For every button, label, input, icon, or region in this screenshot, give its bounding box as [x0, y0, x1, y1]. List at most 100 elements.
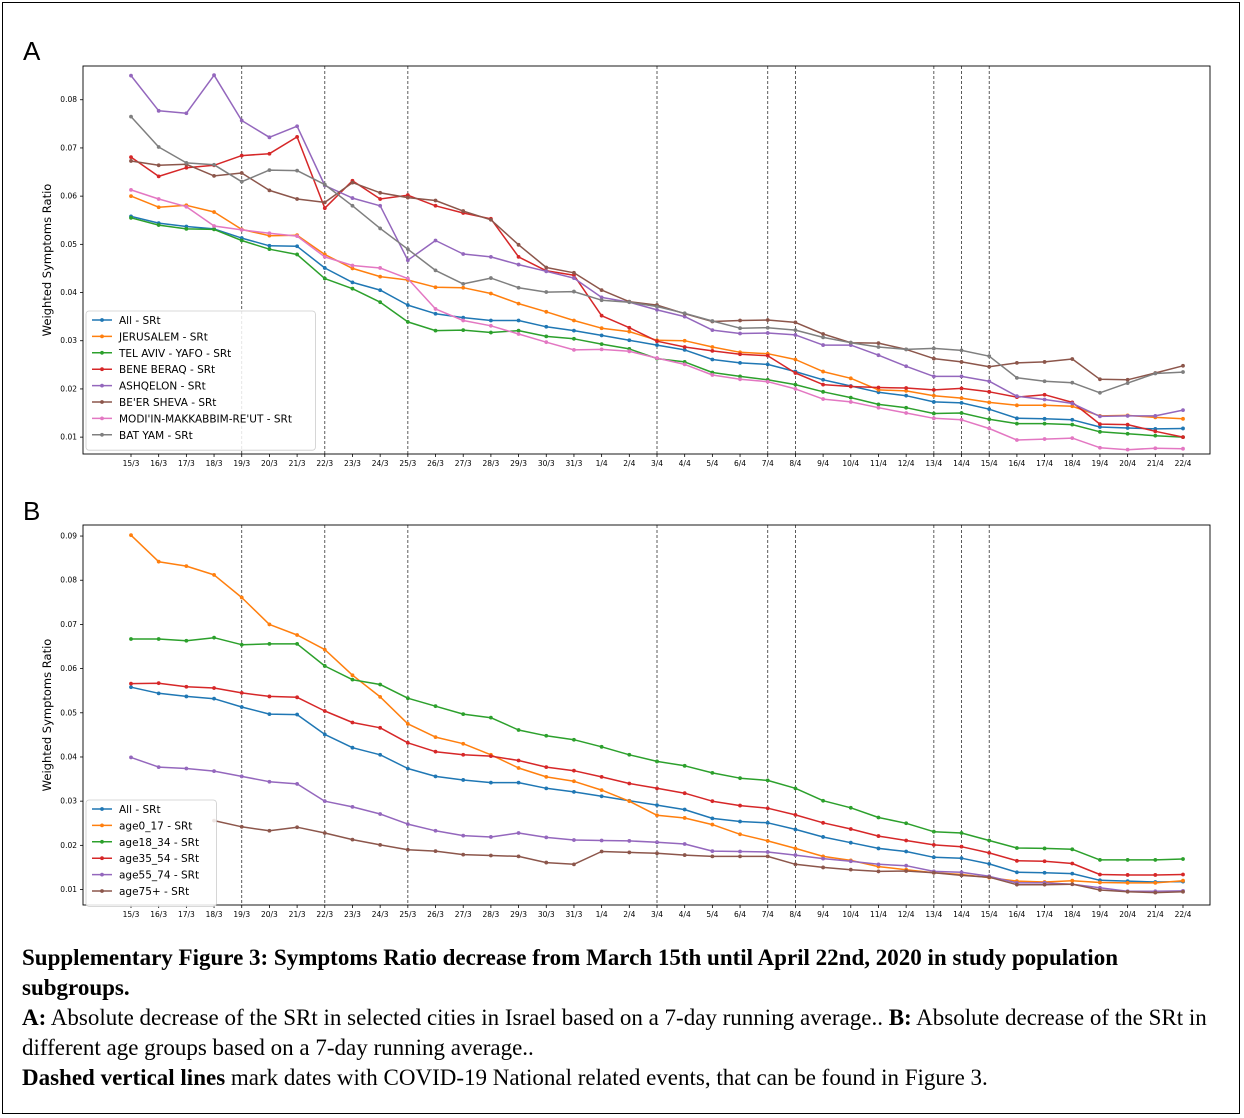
chart-a-data-point: [295, 234, 300, 239]
chart-b-x-tick-label: 22/3: [316, 910, 333, 919]
chart-b-data-point: [516, 831, 521, 835]
chart-b-data-point: [184, 638, 189, 643]
chart-b-data-point: [295, 695, 300, 700]
chart-a-data-point: [821, 369, 826, 374]
chart-a-data-point: [239, 238, 244, 243]
chart-b-data-point: [848, 827, 853, 831]
chart-a-data-point: [959, 360, 964, 364]
chart-a-data-point: [212, 224, 216, 228]
chart-a-x-tick-label: 21/4: [1147, 459, 1164, 468]
chart-b-data-point: [212, 769, 216, 774]
chart-b-data-point: [572, 838, 576, 842]
chart-a: 15/3 16/3 17/3 18/3 19/3 20/3 21/3 22/3 23/3 24/3…: [40, 65, 1211, 468]
chart-b-data-point: [378, 725, 383, 730]
chart-a-data-point: [1125, 422, 1130, 427]
chart-a-data-point: [710, 328, 715, 333]
chart-b-data-point: [987, 838, 992, 843]
chart-a-legend-marker: [100, 367, 104, 372]
chart-b-data-point: [350, 745, 355, 750]
chart-b-data-point: [433, 849, 438, 853]
chart-a-data-point: [848, 395, 853, 400]
chart-a-data-point: [987, 407, 992, 412]
chart-b-data-point: [433, 828, 438, 833]
chart-a-legend-label: BENE BERAQ - SRt: [119, 364, 215, 376]
chart-b-data-point: [931, 829, 936, 834]
chart-a-data-point: [710, 373, 715, 377]
chart-b-y-axis-label: Weighted Symptoms Ratio: [40, 639, 54, 792]
chart-b-data-point: [599, 774, 604, 779]
chart-b-data-point: [350, 805, 355, 809]
caption-a-text: Absolute decrease of the SRt in selected…: [46, 1005, 889, 1030]
chart-a-data-point: [821, 335, 826, 340]
chart-b-data-point: [627, 752, 632, 757]
chart-a-data-point: [572, 318, 576, 323]
caption-dashed-label: Dashed vertical lines: [22, 1065, 226, 1090]
chart-a-legend-marker: [100, 432, 104, 437]
chart-a-data-point: [655, 339, 659, 344]
chart-a-data-point: [1181, 370, 1185, 374]
chart-a-data-point: [405, 276, 410, 281]
chart-a-data-point: [876, 385, 881, 390]
chart-a-data-point: [129, 187, 133, 192]
chart-a-data-point: [1042, 403, 1047, 408]
chart-a-data-point: [738, 377, 742, 382]
chart-b-data-point: [461, 833, 466, 838]
chart-a-data-point: [350, 180, 355, 185]
chart-a-data-point: [682, 362, 687, 367]
chart-b-data-point: [876, 869, 881, 874]
chart-b-data-point: [821, 865, 826, 870]
chart-a-x-tick-label: 13/4: [925, 459, 942, 468]
chart-b-data-point: [1153, 873, 1158, 877]
chart-a-data-point: [1042, 392, 1047, 397]
chart-b-x-tick-label: 21/3: [289, 910, 306, 919]
chart-a-data-point: [848, 384, 853, 389]
chart-b-data-point: [239, 705, 244, 709]
chart-a-x-tick-label: 24/3: [372, 459, 389, 468]
chart-b-data-point: [1042, 846, 1047, 851]
chart-b-data-point: [655, 851, 659, 856]
chart-b-data-point: [129, 637, 133, 641]
chart-b-data-point: [295, 712, 300, 717]
chart-a-data-point: [1014, 416, 1019, 421]
chart-b-data-point: [710, 799, 715, 804]
chart-b-data-point: [682, 853, 687, 857]
figure-caption: Supplementary Figure 3: Symptoms Ratio d…: [22, 943, 1227, 1093]
chart-b-data-point: [765, 820, 770, 825]
chart-a-data-point: [572, 336, 576, 341]
chart-a-data-point: [1181, 446, 1185, 451]
chart-b-data-point: [378, 694, 383, 699]
chart-a-data-point: [212, 210, 216, 214]
chart-a-data-point: [627, 329, 632, 334]
chart-b-legend: All - SRt age0_17 - SRt age18_34 - SRt age3…: [85, 799, 217, 907]
chart-b-data-point: [710, 854, 715, 859]
chart-b-data-point: [184, 564, 189, 568]
chart-a-data-point: [1014, 361, 1019, 365]
chart-b-data-point: [599, 788, 604, 793]
caption-a-label: A:: [22, 1005, 47, 1030]
chart-a-data-point: [433, 285, 438, 290]
chart-a-data-point: [378, 266, 383, 270]
chart-a-data-point: [405, 195, 410, 200]
chart-b-data-point: [1125, 889, 1130, 894]
chart-b-y-tick-label: 0.07: [60, 620, 77, 629]
chart-b-data-point: [1014, 858, 1019, 863]
chart-b-data-point: [156, 691, 161, 696]
chart-a-y-axis-label: Weighted Symptoms Ratio: [40, 184, 54, 337]
chart-a-data-point: [627, 349, 632, 354]
chart-a-data-point: [1153, 433, 1158, 438]
chart-a-data-point: [627, 300, 632, 305]
chart-b-data-point: [1042, 870, 1047, 875]
chart-a-data-point: [682, 345, 687, 349]
chart-b-data-point: [876, 862, 881, 867]
chart-b-x-tick-label: 20/4: [1119, 910, 1136, 919]
chart-b-plot-frame: [82, 524, 1211, 906]
chart-b-x-tick-label: 5/4: [706, 910, 718, 919]
chart-b-data-point: [1014, 846, 1019, 850]
chart-b-data-point: [544, 860, 549, 865]
chart-b-data-point: [793, 846, 798, 851]
chart-a-data-point: [461, 315, 466, 320]
chart-a-data-point: [516, 301, 521, 306]
chart-a-legend-box: [85, 310, 316, 451]
chart-a-data-point: [405, 320, 410, 324]
chart-a-y-tick-label: 0.04: [60, 288, 77, 297]
